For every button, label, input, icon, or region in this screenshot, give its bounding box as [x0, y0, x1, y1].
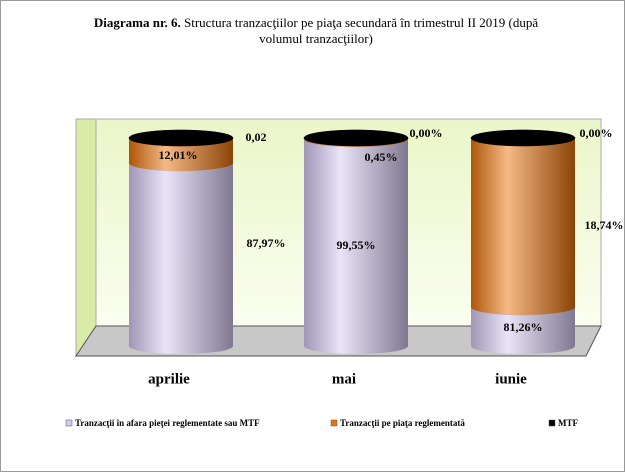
segment-top [128, 129, 234, 147]
value-label: 0,02 [246, 130, 267, 144]
segment-body [304, 138, 408, 346]
value-label: 18,74% [585, 218, 624, 232]
cylinder-segment [303, 129, 409, 147]
x-tick-label: aprilie [148, 371, 190, 387]
cylinder-segment [128, 129, 234, 147]
cylinder-segment [470, 129, 576, 316]
cylinder-segment [470, 129, 576, 147]
segment-body [129, 163, 233, 346]
legend-label: Tranzacţii în afara pieţei reglementate … [75, 418, 260, 428]
legend-swatch [548, 419, 556, 427]
cylinder-segment [128, 154, 234, 354]
legend-label: MTF [558, 418, 578, 428]
title-label: Diagrama nr. 6. [93, 15, 181, 30]
value-label: 12,01% [159, 148, 198, 162]
value-label: 0,45% [365, 150, 398, 164]
legend-swatch [330, 419, 338, 427]
side-wall [75, 118, 97, 358]
value-label: 99,55% [337, 238, 376, 252]
value-label: 0,00% [410, 126, 443, 140]
x-tick-label: mai [332, 371, 356, 387]
chart-title: Diagrama nr. 6. Structura tranzacţiilor … [81, 15, 551, 47]
x-tick-label: iunie [495, 371, 527, 387]
value-label: 87,97% [247, 236, 286, 250]
segment-body [471, 138, 575, 308]
title-text: Structura tranzacţiilor pe piaţa secunda… [184, 15, 539, 46]
legend-label: Tranzacţii pe piaţa reglementată [340, 418, 465, 428]
value-label: 81,26% [504, 320, 543, 334]
legend-swatch [65, 419, 73, 427]
segment-top [303, 129, 409, 147]
value-label: 0,00% [580, 126, 613, 140]
segment-top [470, 129, 576, 147]
